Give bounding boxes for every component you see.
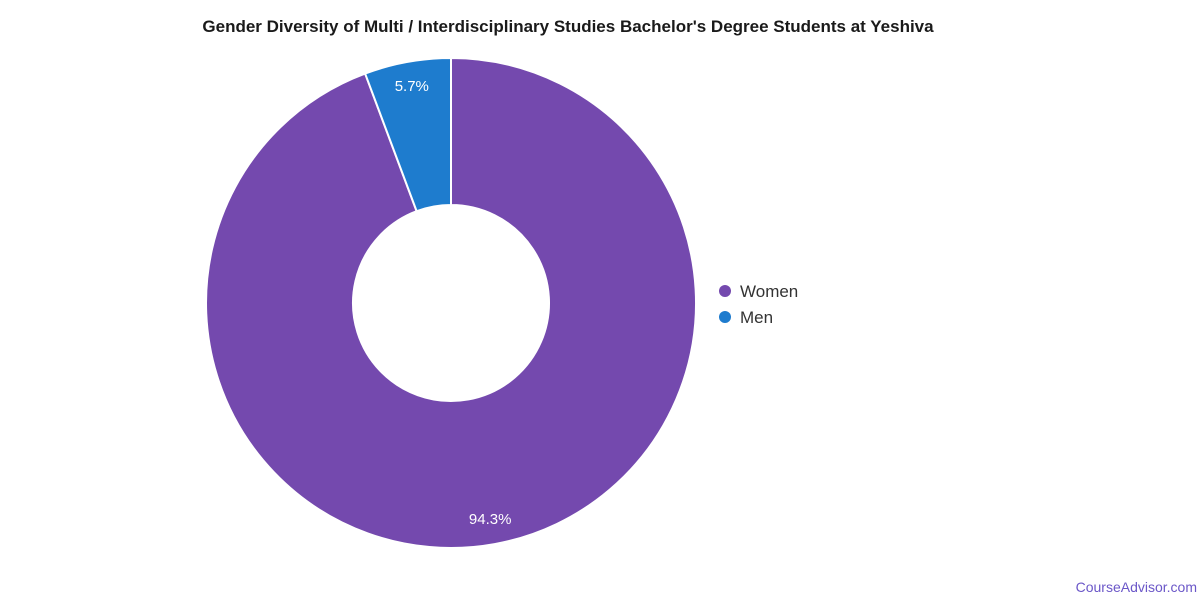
legend-marker-women bbox=[719, 285, 731, 297]
slice-label-women: 94.3% bbox=[469, 511, 512, 528]
legend-label-men: Men bbox=[740, 307, 774, 327]
pie-slice-men[interactable] bbox=[364, 57, 452, 213]
legend: Women Men bbox=[719, 278, 798, 330]
legend-marker-men bbox=[719, 311, 731, 323]
legend-item-women[interactable]: Women bbox=[719, 278, 798, 304]
pie-slice-women[interactable] bbox=[205, 57, 697, 549]
slice-label-men: 5.7% bbox=[395, 78, 429, 95]
legend-label-women: Women bbox=[740, 281, 799, 301]
courseadvisor-link[interactable]: CourseAdvisor.com bbox=[1075, 579, 1197, 595]
legend-item-men[interactable]: Men bbox=[719, 304, 798, 330]
chart-title: Gender Diversity of Multi / Interdiscipl… bbox=[202, 17, 934, 36]
